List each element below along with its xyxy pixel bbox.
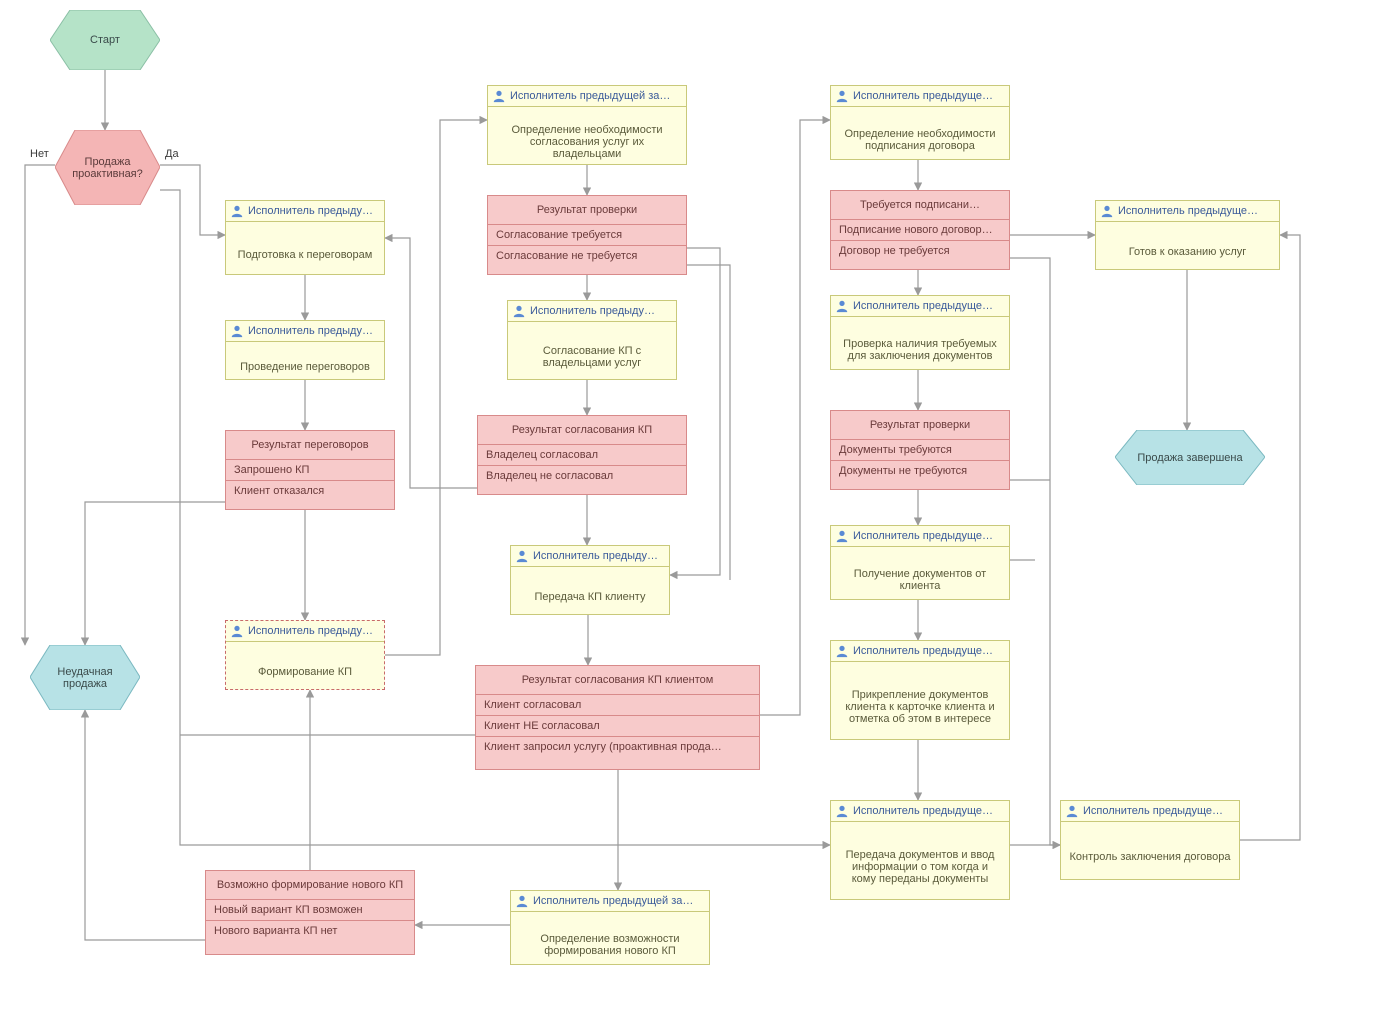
result-row: Документы не требуются	[831, 461, 1009, 481]
terminator-done-label: Продажа завершена	[1115, 430, 1265, 485]
task-head: Исполнитель предыдущей за…	[511, 891, 709, 912]
result-row: Новый вариант КП возможен	[206, 900, 414, 921]
result-r_check1: Результат проверкиСогласование требуется…	[487, 195, 687, 275]
task-head-text: Исполнитель предыдуще…	[1083, 805, 1223, 817]
result-r_docs: Результат проверкиДокументы требуютсяДок…	[830, 410, 1010, 490]
task-t_det_sign: Исполнитель предыдуще…Определение необхо…	[830, 85, 1010, 160]
terminator-fail: Неудачная продажа	[30, 645, 140, 710]
result-row: Согласование требуется	[488, 225, 686, 246]
result-r_sign: Требуется подписани…Подписание нового до…	[830, 190, 1010, 270]
task-body: Готов к оказанию услуг	[1096, 222, 1279, 282]
task-body: Подготовка к переговорам	[226, 222, 384, 287]
result-title: Требуется подписани…	[831, 191, 1009, 220]
result-r_negot: Результат переговоровЗапрошено КПКлиент …	[225, 430, 395, 510]
result-row: Нового варианта КП нет	[206, 921, 414, 941]
task-head-text: Исполнитель предыду…	[248, 205, 373, 217]
task-head: Исполнитель предыду…	[226, 201, 384, 222]
result-title: Результат проверки	[831, 411, 1009, 440]
task-body: Формирование КП	[226, 642, 384, 702]
task-head: Исполнитель предыдуще…	[831, 801, 1009, 822]
result-title: Результат согласования КП	[478, 416, 686, 445]
terminator-done: Продажа завершена	[1115, 430, 1265, 485]
result-row: Клиент запросил услугу (проактивная прод…	[476, 737, 759, 757]
task-head: Исполнитель предыду…	[226, 621, 384, 642]
task-t_transfer: Исполнитель предыдуще…Передача документо…	[830, 800, 1010, 900]
task-t_check_docs: Исполнитель предыдуще…Проверка наличия т…	[830, 295, 1010, 370]
task-t_negot: Исполнитель предыду…Проведение переговор…	[225, 320, 385, 380]
task-head-text: Исполнитель предыду…	[533, 550, 658, 562]
result-row: Владелец согласовал	[478, 445, 686, 466]
task-body: Определение возможности формирования нов…	[511, 912, 709, 977]
task-head: Исполнитель предыдуще…	[831, 526, 1009, 547]
result-row: Клиент НЕ согласовал	[476, 716, 759, 737]
task-head-text: Исполнитель предыдуще…	[853, 530, 993, 542]
task-body: Прикрепление документов клиента к карточ…	[831, 662, 1009, 752]
flowchart-canvas: Старт Продажа проактивная? Неудачная про…	[0, 0, 1392, 1031]
result-row: Владелец не согласовал	[478, 466, 686, 486]
task-t_get_docs: Исполнитель предыдуще…Получение документ…	[830, 525, 1010, 600]
task-head: Исполнитель предыдуще…	[831, 86, 1009, 107]
task-head: Исполнитель предыдущей за…	[488, 86, 686, 107]
task-body: Согласование КП с владельцами услуг	[508, 322, 676, 392]
result-row: Документы требуются	[831, 440, 1009, 461]
terminator-fail-label: Неудачная продажа	[30, 645, 140, 710]
result-title: Результат проверки	[488, 196, 686, 225]
task-head: Исполнитель предыду…	[511, 546, 669, 567]
result-row: Запрошено КП	[226, 460, 394, 481]
task-t_send_kp: Исполнитель предыду…Передача КП клиенту	[510, 545, 670, 615]
task-body: Проведение переговоров	[226, 342, 384, 392]
task-head-text: Исполнитель предыдуще…	[853, 645, 993, 657]
task-body: Определение необходимости подписания дог…	[831, 107, 1009, 172]
task-head-text: Исполнитель предыду…	[248, 325, 373, 337]
result-title: Результат согласования КП клиентом	[476, 666, 759, 695]
task-t_control: Исполнитель предыдуще…Контроль заключени…	[1060, 800, 1240, 880]
task-head: Исполнитель предыдуще…	[1096, 201, 1279, 222]
task-t_agree_kp: Исполнитель предыду…Согласование КП с вл…	[507, 300, 677, 380]
task-t_attach: Исполнитель предыдуще…Прикрепление докум…	[830, 640, 1010, 740]
task-head: Исполнитель предыдуще…	[831, 296, 1009, 317]
result-row: Клиент согласовал	[476, 695, 759, 716]
result-title: Возможно формирование нового КП	[206, 871, 414, 900]
task-t_ready: Исполнитель предыдуще…Готов к оказанию у…	[1095, 200, 1280, 270]
task-body: Получение документов от клиента	[831, 547, 1009, 612]
decision-proactive: Продажа проактивная?	[55, 130, 160, 205]
task-head-text: Исполнитель предыдуще…	[853, 300, 993, 312]
task-head: Исполнитель предыдуще…	[831, 641, 1009, 662]
result-r_new_kp: Возможно формирование нового КПНовый вар…	[205, 870, 415, 955]
task-t_det_new: Исполнитель предыдущей за…Определение во…	[510, 890, 710, 965]
task-head-text: Исполнитель предыдуще…	[853, 90, 993, 102]
result-row: Подписание нового договор…	[831, 220, 1009, 241]
task-t_form_kp: Исполнитель предыду…Формирование КП	[225, 620, 385, 690]
task-t_prep: Исполнитель предыду…Подготовка к перегов…	[225, 200, 385, 275]
task-t_det_need: Исполнитель предыдущей за…Определение не…	[487, 85, 687, 165]
task-head-text: Исполнитель предыдущей за…	[533, 895, 693, 907]
terminator-start: Старт	[50, 10, 160, 70]
task-head-text: Исполнитель предыдуще…	[1118, 205, 1258, 217]
task-head: Исполнитель предыду…	[226, 321, 384, 342]
edge-label-no: Нет	[30, 148, 49, 160]
task-head: Исполнитель предыду…	[508, 301, 676, 322]
result-title: Результат переговоров	[226, 431, 394, 460]
result-row: Договор не требуется	[831, 241, 1009, 261]
task-body: Контроль заключения договора	[1061, 822, 1239, 892]
terminator-start-label: Старт	[50, 10, 160, 70]
task-head-text: Исполнитель предыдуще…	[853, 805, 993, 817]
task-head-text: Исполнитель предыду…	[530, 305, 655, 317]
task-body: Проверка наличия требуемых для заключени…	[831, 317, 1009, 382]
result-r_client_kp: Результат согласования КП клиентомКлиент…	[475, 665, 760, 770]
task-head-text: Исполнитель предыду…	[248, 625, 373, 637]
task-body: Передача КП клиенту	[511, 567, 669, 627]
result-row: Согласование не требуется	[488, 246, 686, 266]
task-body: Передача документов и ввод информации о …	[831, 822, 1009, 912]
edge-label-yes: Да	[165, 148, 179, 160]
task-head-text: Исполнитель предыдущей за…	[510, 90, 670, 102]
task-body: Определение необходимости согласования у…	[488, 107, 686, 177]
task-head: Исполнитель предыдуще…	[1061, 801, 1239, 822]
result-r_agree_kp: Результат согласования КПВладелец соглас…	[477, 415, 687, 495]
result-row: Клиент отказался	[226, 481, 394, 501]
decision-proactive-label: Продажа проактивная?	[55, 130, 160, 205]
